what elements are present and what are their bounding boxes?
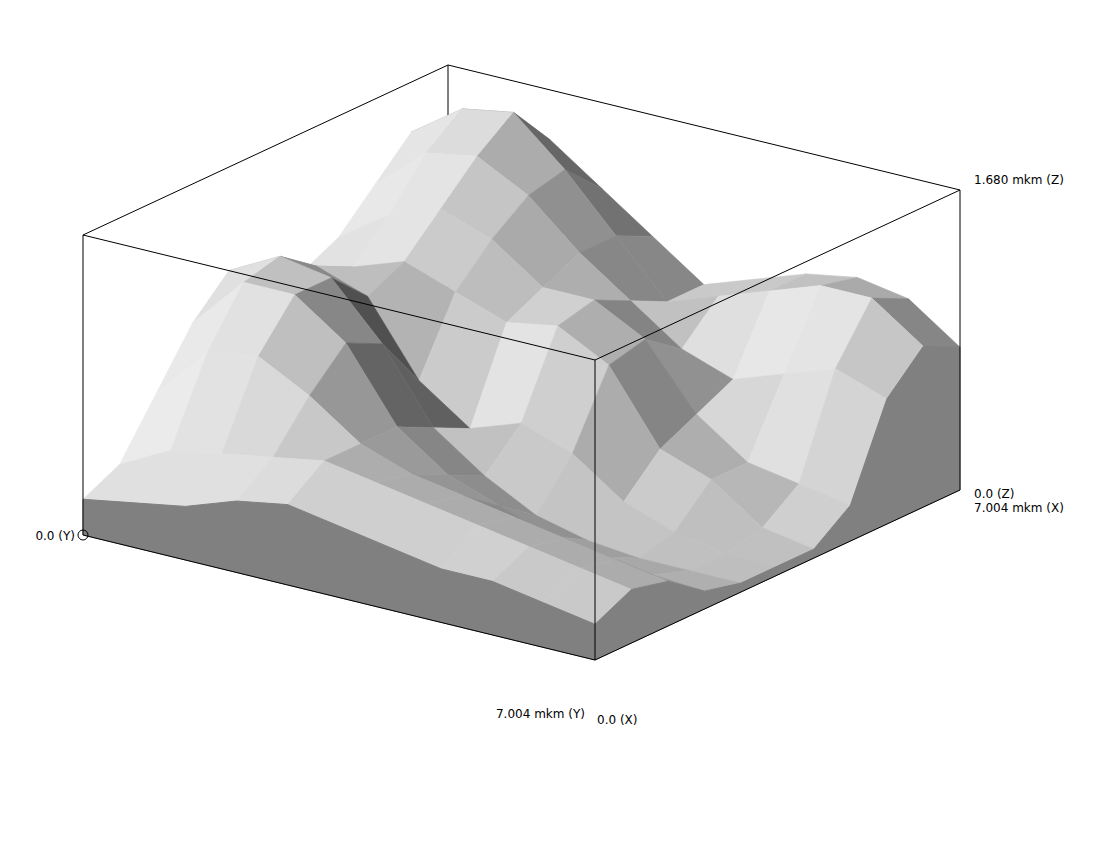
svg-text:7.004 mkm (X): 7.004 mkm (X) (974, 501, 1064, 515)
svg-text:7.004 mkm (Y): 7.004 mkm (Y) (496, 707, 585, 721)
svg-text:0.0 (Z): 0.0 (Z) (974, 487, 1014, 501)
svg-text:0.0 (Y): 0.0 (Y) (35, 529, 75, 543)
svg-text:0.0 (X): 0.0 (X) (597, 713, 637, 727)
svg-text:1.680 mkm (Z): 1.680 mkm (Z) (974, 173, 1064, 187)
